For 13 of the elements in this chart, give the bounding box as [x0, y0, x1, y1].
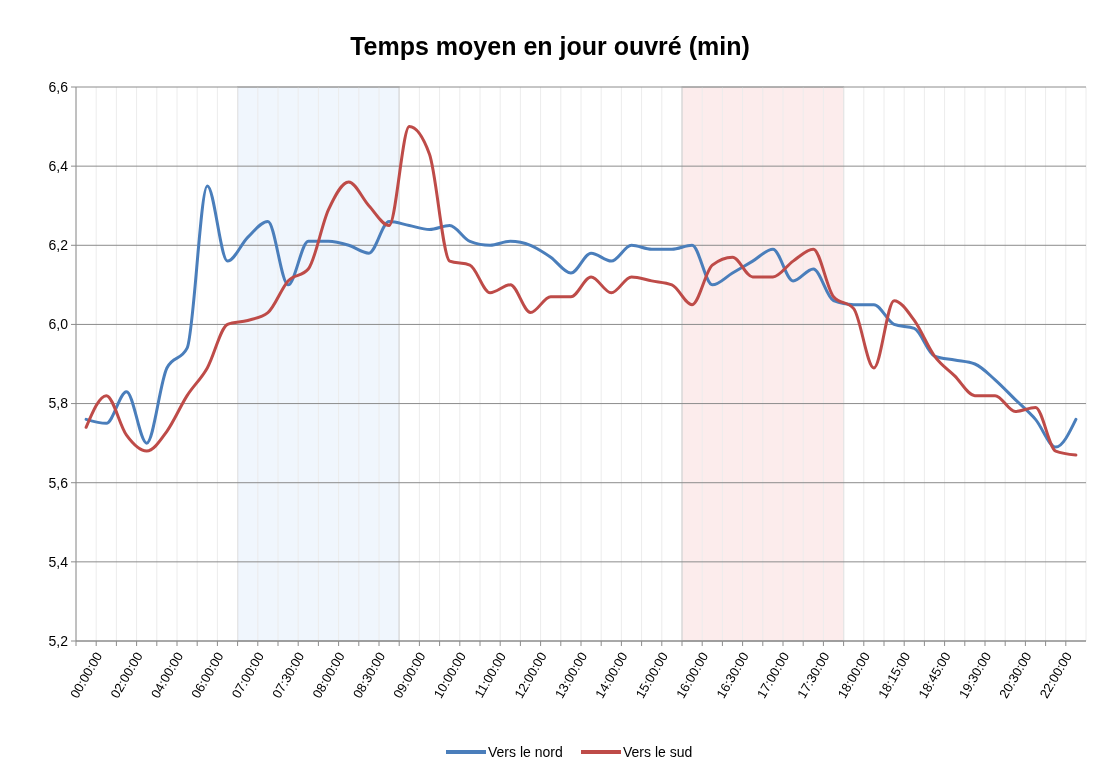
legend-label: Vers le sud: [623, 743, 693, 760]
y-tick-label: 5,4: [48, 553, 69, 570]
line-series: [84, 184, 1078, 449]
y-tick-label: 6,2: [48, 237, 69, 254]
chart-title: Temps moyen en jour ouvré (min): [350, 32, 750, 60]
y-tick-label: 5,6: [48, 474, 69, 491]
line-series: [84, 125, 1078, 457]
y-tick-label: 6,4: [48, 158, 69, 175]
y-tick-label: 5,8: [48, 395, 69, 412]
y-tick-label: 6,6: [48, 78, 69, 95]
legend-label: Vers le nord: [488, 743, 563, 760]
y-tick-label: 5,2: [48, 632, 69, 649]
y-tick-label: 6,0: [48, 316, 69, 333]
